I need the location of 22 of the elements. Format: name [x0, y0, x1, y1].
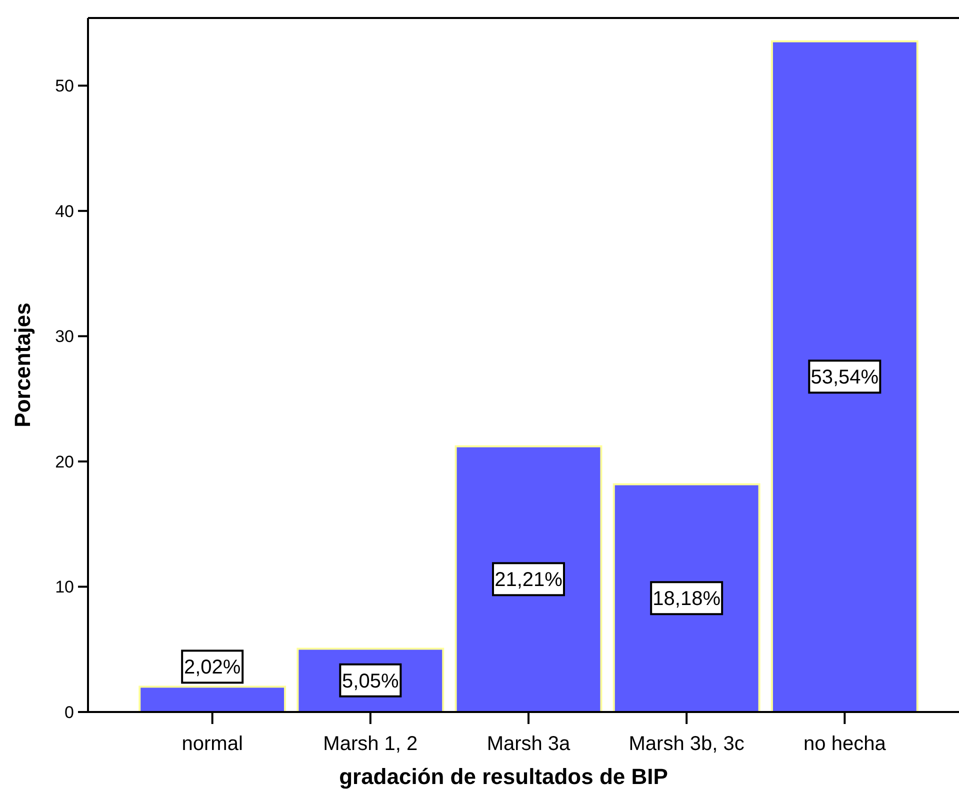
y-tick-label: 10 — [55, 578, 74, 597]
x-tick-label: normal — [182, 733, 243, 755]
y-tick-label: 50 — [55, 76, 74, 96]
data-label: 53,54% — [810, 366, 879, 389]
data-label: 21,21% — [494, 569, 563, 592]
bar — [138, 686, 286, 713]
x-axis-title: gradación de resultados de BIP — [339, 764, 668, 789]
data-label: 18,18% — [652, 588, 721, 610]
y-tick-label: 0 — [64, 703, 74, 722]
x-tick-label: Marsh 1, 2 — [323, 733, 418, 755]
x-tick-label: no hecha — [804, 733, 887, 755]
y-tick-label: 20 — [55, 452, 74, 472]
y-tick-label: 30 — [55, 327, 74, 346]
bar — [612, 483, 760, 713]
x-tick-label: Marsh 3b, 3c — [628, 733, 744, 755]
y-axis-title: Porcentajes — [10, 302, 35, 428]
data-label: 5,05% — [342, 670, 399, 692]
y-tick-label: 40 — [55, 202, 74, 221]
bar — [770, 40, 918, 713]
data-label: 2,02% — [184, 656, 241, 679]
x-tick-label: Marsh 3a — [486, 733, 572, 755]
bar — [454, 445, 602, 713]
